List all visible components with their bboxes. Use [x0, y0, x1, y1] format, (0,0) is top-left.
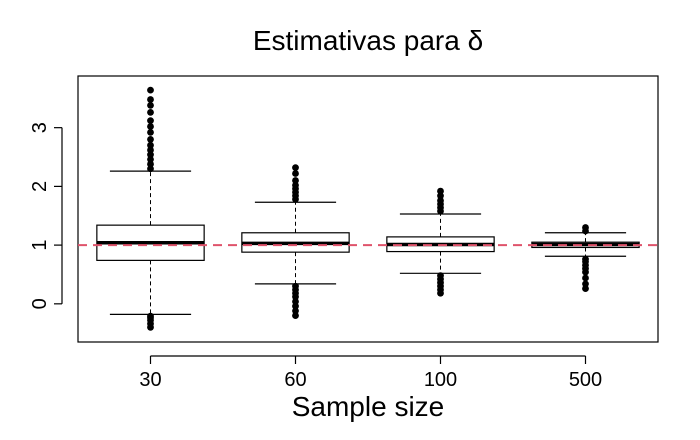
- outlier-point: [147, 101, 154, 109]
- outlier-point: [147, 128, 154, 136]
- outlier-point: [292, 170, 299, 177]
- box-series: [96, 86, 640, 331]
- box-60: [241, 164, 350, 319]
- x-tick-label: 500: [569, 369, 602, 391]
- outlier-point: [582, 255, 589, 263]
- outlier-point: [147, 109, 154, 116]
- outlier-point: [147, 117, 154, 125]
- outlier-point: [582, 224, 589, 231]
- outlier-point: [147, 141, 154, 149]
- outlier-point: [582, 285, 589, 292]
- outlier-point: [147, 146, 154, 154]
- outlier-point: [437, 187, 444, 195]
- y-tick-label: 2: [29, 181, 51, 192]
- outlier-point: [147, 155, 154, 163]
- outlier-point: [147, 312, 154, 320]
- y-axis: 0 1 2 3: [29, 122, 63, 309]
- outlier-point: [292, 312, 299, 319]
- outlier-point: [292, 181, 299, 189]
- outlier-point: [582, 274, 589, 282]
- box-100: [386, 187, 495, 297]
- x-tick-label: 30: [139, 369, 161, 391]
- outlier-point: [147, 160, 154, 168]
- outlier-point: [147, 96, 154, 103]
- plot-frame: [77, 75, 659, 343]
- y-tick-label: 3: [29, 122, 51, 133]
- y-tick-label: 0: [29, 298, 51, 309]
- outlier-point: [437, 272, 444, 280]
- x-tick-label: 60: [284, 369, 306, 391]
- x-axis-label: Sample size: [292, 391, 445, 422]
- outlier-point: [437, 197, 444, 204]
- box-30: [96, 86, 205, 331]
- outlier-point: [147, 151, 154, 159]
- x-axis: 30 60 100 500: [139, 355, 602, 391]
- outlier-point: [147, 165, 154, 173]
- x-tick-label: 100: [424, 369, 457, 391]
- chart-title: Estimativas para δ: [253, 25, 483, 56]
- outlier-point: [147, 123, 154, 130]
- outlier-point: [292, 298, 299, 305]
- outlier-point: [582, 280, 589, 288]
- outlier-point: [292, 177, 299, 184]
- outlier-point: [292, 282, 299, 290]
- box-500: [531, 224, 640, 292]
- outlier-point: [292, 302, 299, 310]
- outlier-point: [292, 164, 299, 172]
- outlier-point: [292, 307, 299, 315]
- outlier-point: [147, 136, 154, 143]
- y-tick-label: 1: [29, 240, 51, 251]
- outlier-point: [437, 192, 444, 200]
- outlier-point: [147, 86, 154, 94]
